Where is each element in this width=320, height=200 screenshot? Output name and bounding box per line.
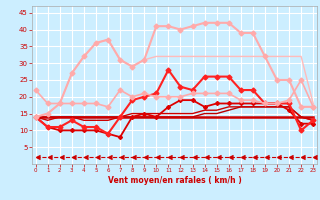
- X-axis label: Vent moyen/en rafales ( km/h ): Vent moyen/en rafales ( km/h ): [108, 176, 241, 185]
